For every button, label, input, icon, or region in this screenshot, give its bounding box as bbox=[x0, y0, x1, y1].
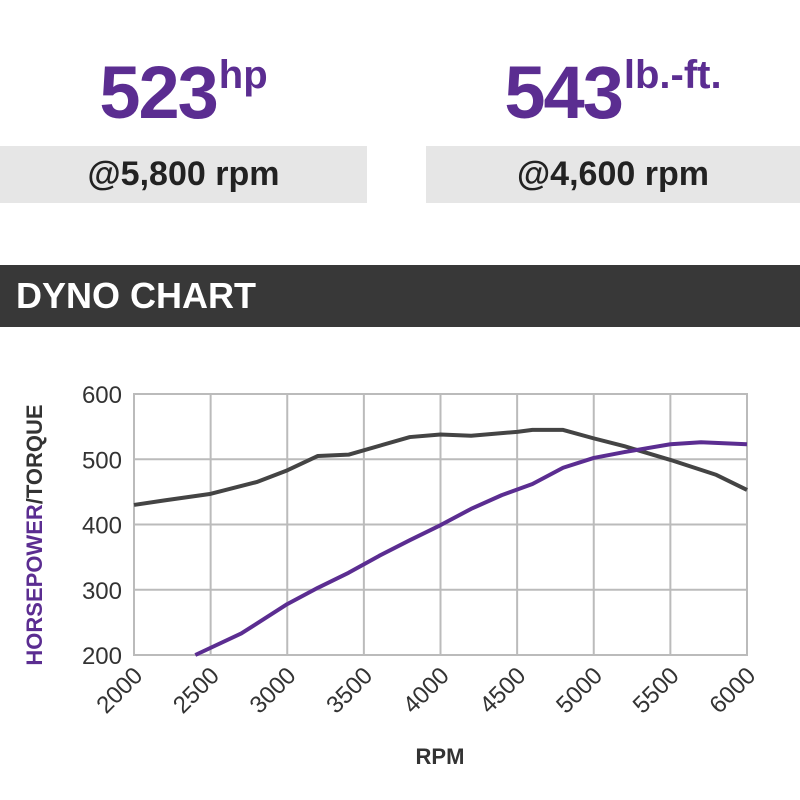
x-tick-label: 3000 bbox=[245, 662, 302, 719]
hp-rpm: @5,800 rpm bbox=[0, 146, 367, 203]
y-tick-label: 600 bbox=[82, 382, 122, 409]
x-tick-label: 5500 bbox=[628, 662, 685, 719]
x-tick-label: 4500 bbox=[475, 662, 532, 719]
hp-unit: hp bbox=[218, 53, 268, 97]
line bbox=[194, 440, 748, 657]
tq-unit: lb.-ft. bbox=[623, 53, 722, 97]
x-axis-label: RPM bbox=[416, 744, 465, 769]
y-label-part: /TORQUE bbox=[22, 404, 47, 504]
y-tick-label: 400 bbox=[82, 513, 122, 540]
tq-value: 543 bbox=[504, 51, 623, 134]
x-tick-label: 3500 bbox=[321, 662, 378, 719]
plot-border bbox=[133, 393, 748, 656]
y-tick-label: 200 bbox=[82, 643, 122, 670]
hp-value: 523 bbox=[99, 51, 218, 134]
y-axis-label: HORSEPOWER/TORQUE bbox=[22, 404, 47, 665]
section-header: DYNO CHART bbox=[0, 265, 800, 327]
x-tick-label: 5000 bbox=[551, 662, 608, 719]
y-tick-label: 500 bbox=[82, 447, 122, 474]
tq-rpm: @4,600 rpm bbox=[426, 146, 800, 203]
line bbox=[133, 427, 748, 507]
hp-stat: 523hp bbox=[0, 50, 367, 135]
x-tick-label: 2000 bbox=[91, 662, 148, 719]
y-tick-label: 300 bbox=[82, 578, 122, 605]
x-tick-label: 2500 bbox=[168, 662, 225, 719]
x-tick-label: 6000 bbox=[704, 662, 761, 719]
x-tick-label: 4000 bbox=[398, 662, 455, 719]
tq-stat: 543lb.-ft. bbox=[426, 50, 800, 135]
y-label-part: HORSEPOWER bbox=[22, 504, 47, 665]
